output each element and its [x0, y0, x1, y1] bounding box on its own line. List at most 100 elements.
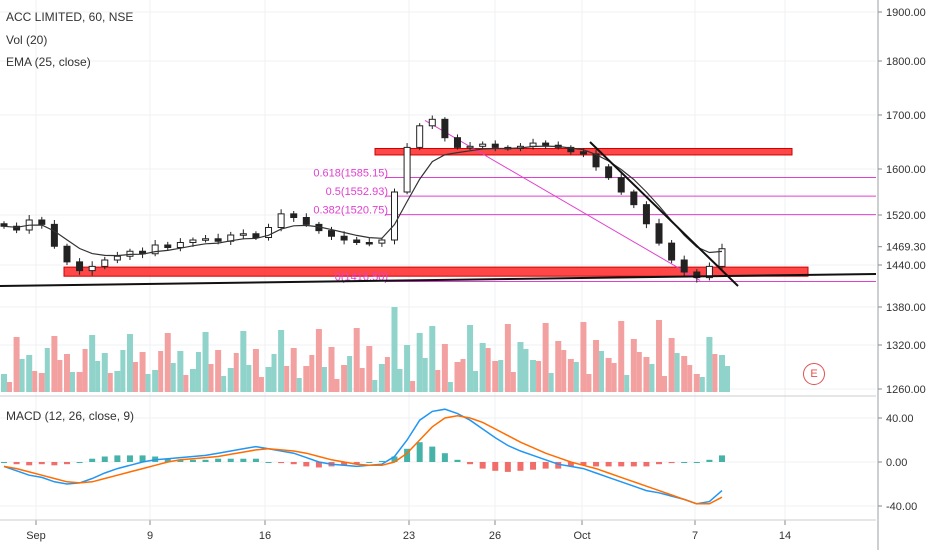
volume-bar: [76, 372, 83, 392]
volume-bar: [636, 352, 642, 392]
resistance-trendline: [589, 141, 739, 287]
candle-body: [705, 265, 713, 279]
candle-body: [113, 255, 121, 261]
ema-layer: [3, 145, 723, 257]
candle-body: [479, 143, 487, 147]
macd-tick-label: 0.00: [886, 457, 907, 469]
volume-bar: [101, 353, 108, 392]
volume-bar: [233, 353, 239, 392]
y-tick-label: 1900.00: [886, 7, 926, 19]
candle-body: [655, 223, 663, 244]
macd-histogram-bar: [681, 462, 688, 463]
candle-body: [453, 137, 461, 148]
macd-histogram-bar: [429, 446, 436, 462]
volume-bar: [473, 371, 479, 392]
macd-histogram-bar: [315, 462, 322, 468]
macd-histogram-bar: [341, 462, 348, 466]
volume-bar: [51, 336, 58, 392]
macd-tick-label: 40.00: [886, 413, 914, 425]
macd-histogram-bar: [530, 462, 537, 470]
volume-bar: [57, 360, 63, 392]
volume-bar: [189, 369, 196, 392]
candle-body: [50, 223, 58, 247]
volume-bar: [246, 365, 252, 392]
candle-body: [189, 239, 197, 243]
volume-bar: [170, 363, 176, 392]
macd-histogram-bar: [580, 462, 587, 466]
candle-body: [579, 151, 587, 155]
macd-histogram-bar: [630, 462, 637, 467]
macd-histogram-bar: [303, 462, 310, 467]
candle-body: [101, 259, 109, 267]
volume-bar: [725, 366, 730, 392]
candle-body: [0, 223, 8, 227]
volume-bar: [378, 364, 385, 392]
volume-bar: [120, 350, 126, 392]
y-tick-label: 1520.00: [886, 210, 926, 222]
macd-histogram-bar: [101, 456, 108, 462]
volume-bar: [479, 343, 486, 392]
volume-bar: [221, 376, 227, 392]
volume-bar: [353, 328, 360, 392]
candle-body: [542, 142, 550, 146]
volume-bar: [7, 382, 12, 392]
volume-bar: [467, 325, 474, 392]
volume-bar: [347, 356, 353, 392]
volume-bar: [227, 368, 234, 392]
volume-bar: [359, 368, 365, 392]
macd-histogram-bar: [202, 459, 209, 462]
candle-body: [214, 238, 222, 242]
candle-body: [491, 143, 499, 148]
candle-body: [328, 230, 336, 237]
candle-body: [642, 204, 650, 225]
volume-bar: [687, 365, 693, 392]
volume-bar: [145, 374, 151, 392]
candle-body: [630, 191, 638, 206]
candle-body: [290, 213, 298, 219]
volume-legend: Vol (20): [6, 33, 48, 47]
last-price-label: 1469.30: [886, 242, 926, 254]
volume-bar: [126, 334, 133, 392]
candle-body: [76, 261, 84, 272]
macd-histogram-bar: [252, 458, 259, 462]
volume-bar: [397, 369, 403, 392]
volume-bar: [429, 326, 436, 392]
volume-bar: [366, 346, 373, 392]
candle-body: [302, 217, 310, 225]
macd-histogram-bar: [265, 462, 272, 463]
candle-body: [353, 239, 361, 243]
macd-histogram-bar: [656, 462, 663, 465]
candle-body: [126, 250, 134, 257]
volume-bar: [183, 375, 189, 392]
volume-bar: [460, 359, 466, 392]
volume-bar: [536, 361, 542, 392]
candle-body: [63, 245, 71, 263]
candle-body: [693, 271, 701, 279]
volume-bar: [391, 307, 398, 392]
volume-bar: [215, 350, 222, 392]
volume-bar: [69, 372, 75, 392]
macd-histogram-bar: [668, 462, 675, 464]
y-tick-label: 1380.00: [886, 302, 926, 314]
volume-bar: [454, 362, 461, 392]
volume-bar: [630, 339, 637, 392]
volume-bar: [384, 357, 390, 392]
volume-bar: [510, 372, 516, 392]
macd-histogram-bar: [38, 462, 45, 465]
volume-bar: [593, 340, 600, 392]
macd-histogram-bar: [504, 462, 511, 472]
volume-bar: [278, 330, 285, 392]
candle-body: [13, 225, 21, 231]
volume-bar: [284, 366, 290, 392]
volume-bar: [656, 320, 663, 392]
earnings-badge[interactable]: E: [803, 363, 825, 385]
volume-bar: [706, 337, 713, 392]
volume-bar: [712, 354, 718, 392]
volume-bar: [26, 355, 33, 392]
volume-bar: [599, 351, 605, 392]
support-trendline: [0, 273, 877, 287]
candle-body: [151, 244, 159, 255]
zone-layer: [63, 147, 809, 277]
